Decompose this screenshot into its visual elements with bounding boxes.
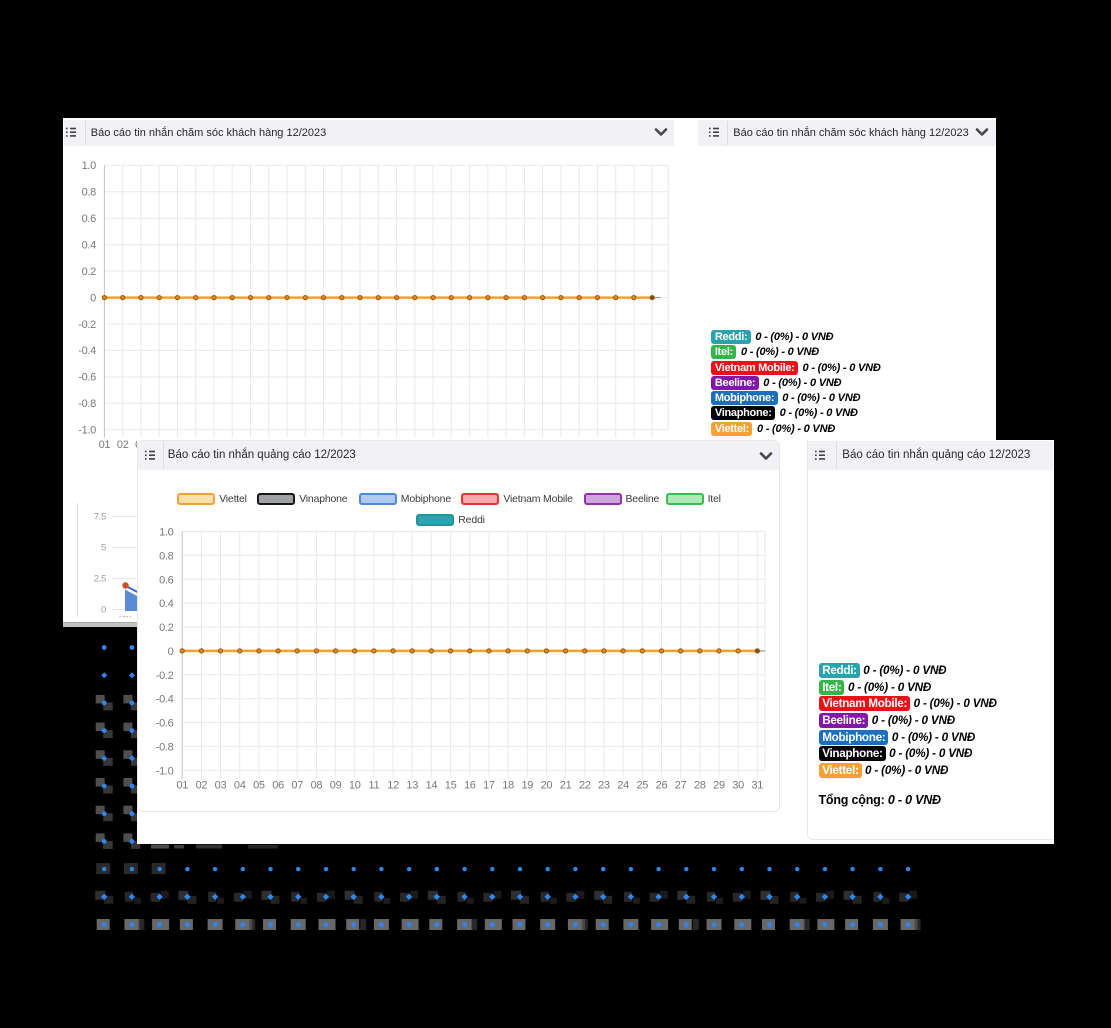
svg-text:-0.2: -0.2 [155, 670, 173, 682]
svg-text:02: 02 [195, 779, 207, 791]
svg-text:10: 10 [348, 779, 360, 791]
svg-text:01: 01 [99, 439, 111, 451]
svg-text:2.5: 2.5 [94, 574, 106, 585]
svg-text:06: 06 [272, 779, 284, 791]
svg-text:12: 12 [387, 779, 399, 791]
svg-text:-0.6: -0.6 [78, 372, 96, 384]
svg-text:0.6: 0.6 [82, 213, 97, 225]
svg-text:23: 23 [598, 779, 610, 791]
svg-text:28: 28 [693, 779, 705, 791]
svg-text:-0.6: -0.6 [155, 718, 173, 730]
svg-text:16: 16 [463, 779, 475, 791]
svg-text:0.4: 0.4 [159, 598, 174, 610]
svg-text:-0.2: -0.2 [78, 319, 96, 331]
svg-text:-0.4: -0.4 [155, 694, 173, 706]
svg-text:08: 08 [310, 779, 322, 791]
svg-text:7.5: 7.5 [94, 512, 106, 523]
svg-text:0.2: 0.2 [82, 266, 97, 278]
svg-text:31: 31 [751, 779, 763, 791]
svg-text:25: 25 [636, 779, 648, 791]
svg-text:0.4: 0.4 [82, 239, 97, 251]
svg-text:1.0: 1.0 [82, 160, 97, 172]
svg-text:18: 18 [502, 779, 514, 791]
svg-text:01: 01 [176, 779, 188, 791]
svg-text:03: 03 [214, 779, 226, 791]
svg-text:0.8: 0.8 [82, 187, 97, 199]
svg-text:07: 07 [291, 779, 303, 791]
svg-text:27: 27 [674, 779, 686, 791]
svg-text:11: 11 [368, 779, 379, 791]
svg-text:13: 13 [406, 779, 418, 791]
svg-text:19: 19 [521, 779, 533, 791]
svg-text:29: 29 [713, 779, 725, 791]
svg-text:-0.8: -0.8 [78, 398, 96, 410]
svg-text:-0.8: -0.8 [155, 741, 173, 753]
svg-text:26: 26 [655, 779, 667, 791]
svg-text:0.8: 0.8 [159, 550, 174, 562]
svg-text:05: 05 [253, 779, 265, 791]
svg-text:14: 14 [425, 779, 437, 791]
svg-text:24: 24 [617, 779, 629, 791]
svg-text:5: 5 [101, 543, 106, 554]
svg-text:0: 0 [167, 646, 173, 658]
svg-text:20: 20 [540, 779, 552, 791]
svg-text:22: 22 [578, 779, 590, 791]
svg-text:21: 21 [559, 779, 571, 791]
svg-text:-1.0: -1.0 [78, 425, 96, 437]
svg-text:02: 02 [117, 439, 129, 451]
svg-text:1.0: 1.0 [159, 527, 174, 539]
svg-text:-1.0: -1.0 [155, 765, 173, 777]
svg-text:30: 30 [732, 779, 744, 791]
svg-text:17: 17 [483, 779, 495, 791]
svg-text:0: 0 [101, 605, 106, 616]
svg-text:0.2: 0.2 [159, 622, 174, 634]
svg-text:* *** *: * *** * [119, 616, 132, 622]
svg-text:04: 04 [233, 779, 245, 791]
svg-text:09: 09 [329, 779, 341, 791]
svg-text:15: 15 [444, 779, 456, 791]
svg-text:-0.4: -0.4 [78, 345, 96, 357]
svg-text:0: 0 [90, 292, 96, 304]
svg-text:0.6: 0.6 [159, 574, 174, 586]
